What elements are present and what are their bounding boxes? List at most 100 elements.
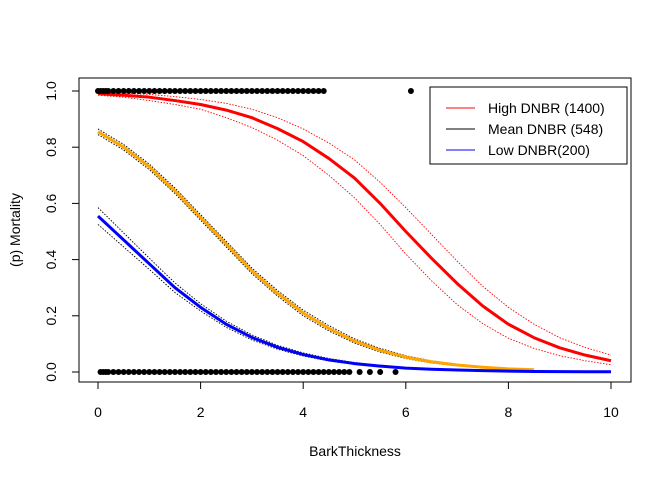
observation-point — [218, 88, 225, 94]
observation-point — [269, 369, 276, 375]
observation-point — [392, 369, 399, 375]
y-axis-label: (p) Mortality — [7, 193, 23, 267]
x-tick-label: 10 — [603, 404, 619, 420]
observation-point — [141, 88, 148, 94]
observation-point — [238, 88, 245, 94]
y-tick-label: 0.4 — [43, 250, 59, 270]
ci-lower-line-1 — [97, 134, 535, 371]
observation-point — [192, 369, 199, 375]
observation-point — [207, 88, 214, 94]
observation-point — [110, 369, 117, 375]
observation-point — [130, 88, 137, 94]
observation-point — [295, 88, 302, 94]
observation-point — [187, 88, 194, 94]
observation-point — [269, 88, 276, 94]
observation-point — [156, 369, 163, 375]
observation-point — [259, 88, 266, 94]
observation-point — [248, 369, 255, 375]
observation-point — [166, 88, 173, 94]
series-line-0 — [97, 92, 612, 363]
observation-point — [202, 88, 209, 94]
observation-point — [182, 88, 189, 94]
series-line-2 — [96, 214, 612, 374]
observation-point — [115, 369, 122, 375]
observation-point — [218, 369, 225, 375]
observation-point — [289, 88, 296, 94]
observation-point — [315, 88, 322, 94]
x-axis-label: BarkThickness — [309, 443, 401, 459]
observation-point — [254, 369, 261, 375]
fitted-curves — [96, 92, 612, 374]
observation-point — [243, 369, 250, 375]
observation-point — [233, 88, 240, 94]
observation-point — [115, 88, 122, 94]
observation-point — [202, 369, 209, 375]
observation-point — [407, 88, 414, 94]
observation-point — [192, 88, 199, 94]
observation-point — [105, 88, 112, 94]
x-axis: 0 2 4 6 8 10 — [94, 381, 619, 420]
observation-point — [310, 369, 317, 375]
ci-upper-line-2 — [97, 207, 612, 373]
observation-point — [228, 369, 235, 375]
observation-point — [356, 369, 363, 375]
legend-label: Low DNBR(200) — [488, 142, 590, 158]
observation-point — [279, 369, 286, 375]
observation-point — [274, 88, 281, 94]
observation-point — [161, 369, 168, 375]
observation-point — [305, 88, 312, 94]
observation-point — [212, 88, 219, 94]
observation-point — [315, 369, 322, 375]
ci-upper-line-0 — [97, 91, 612, 356]
observation-point — [187, 369, 194, 375]
observation-point — [223, 88, 230, 94]
y-tick-label: 0.2 — [43, 306, 59, 326]
observation-point — [146, 369, 153, 375]
observation-point — [341, 369, 348, 375]
y-axis: 0.0 0.2 0.4 0.6 0.8 1.0 — [43, 81, 80, 382]
observation-point — [146, 88, 153, 94]
series-line-1 — [97, 130, 535, 372]
observation-point — [320, 88, 327, 94]
observation-point — [177, 88, 184, 94]
observation-point — [223, 369, 230, 375]
y-tick-label: 0.6 — [43, 193, 59, 213]
y-tick-label: 1.0 — [43, 81, 59, 101]
y-tick-label: 0.0 — [43, 362, 59, 382]
observation-point — [346, 369, 353, 375]
y-tick-label: 0.8 — [43, 137, 59, 157]
observation-point — [141, 369, 148, 375]
observation-point — [125, 369, 132, 375]
observation-point — [212, 369, 219, 375]
x-tick-label: 4 — [299, 404, 307, 420]
observation-point — [305, 369, 312, 375]
observation-point — [105, 369, 112, 375]
ci-lower-line-2 — [97, 224, 612, 373]
observation-point — [325, 369, 332, 375]
observation-point — [248, 88, 255, 94]
observation-point — [120, 369, 127, 375]
observation-point — [279, 88, 286, 94]
observation-point — [136, 369, 143, 375]
observation-point — [289, 369, 296, 375]
observation-point — [377, 369, 384, 375]
observation-point — [177, 369, 184, 375]
legend-label: High DNBR (1400) — [488, 100, 605, 116]
observation-point — [295, 369, 302, 375]
observation-point — [130, 369, 137, 375]
observation-point — [197, 369, 204, 375]
observation-point — [171, 88, 178, 94]
observation-point — [151, 88, 158, 94]
observation-point — [336, 369, 343, 375]
observation-point — [264, 369, 271, 375]
observation-point — [125, 88, 132, 94]
observation-point — [366, 369, 373, 375]
legend: High DNBR (1400) Mean DNBR (548) Low DNBR(… — [429, 86, 628, 165]
legend-label: Mean DNBR (548) — [488, 121, 603, 137]
ci-lower-line-0 — [97, 94, 612, 366]
observation-point — [300, 88, 307, 94]
observation-point — [161, 88, 168, 94]
observation-point — [136, 88, 143, 94]
